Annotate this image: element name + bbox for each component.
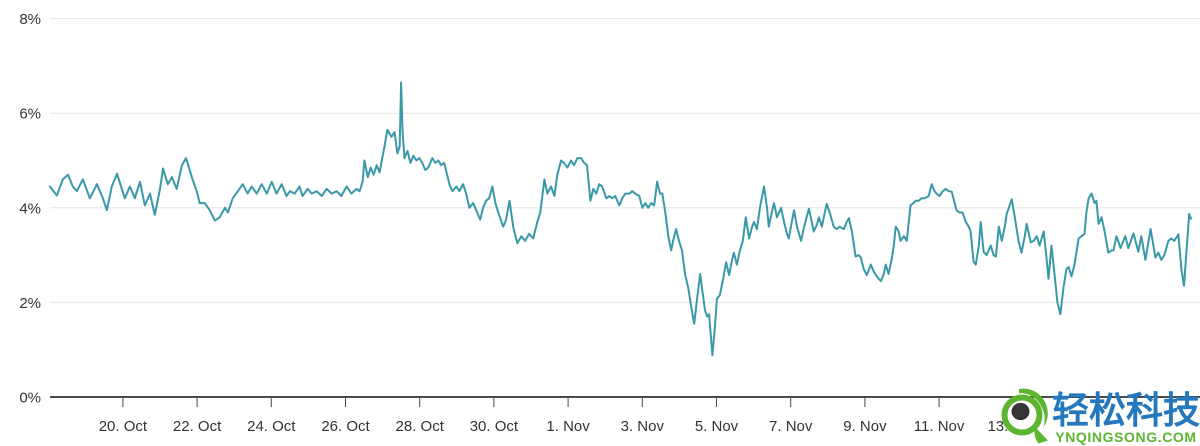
watermark-eye-logo-icon — [1001, 388, 1048, 444]
watermark: 轻松科技 YNQINGSONG.COM — [999, 388, 1200, 446]
y-axis-label: 4% — [19, 200, 41, 217]
x-axis-label: 26. Oct — [321, 418, 370, 435]
y-axis-label: 6% — [19, 106, 41, 123]
x-axis-label: 9. Nov — [843, 418, 887, 435]
y-axis-label: 2% — [19, 295, 41, 312]
series-line[interactable] — [48, 81, 1192, 357]
x-axis-label: 30. Oct — [470, 418, 519, 435]
watermark-text: 轻松科技 YNQINGSONG.COM — [1052, 389, 1200, 446]
x-axis-label: 20. Oct — [99, 418, 148, 435]
x-axis-label: 28. Oct — [396, 418, 445, 435]
x-axis-label: 1. Nov — [546, 418, 590, 435]
y-axis-label: 8% — [19, 11, 41, 28]
y-axis-label: 0% — [19, 390, 41, 407]
watermark-brand-name: 轻松科技 — [1052, 389, 1200, 431]
watermark-site-url: YNQINGSONG.COM — [1055, 429, 1197, 445]
x-axis-label: 5. Nov — [695, 418, 739, 435]
x-axis-label: 3. Nov — [621, 418, 665, 435]
x-axis-label: 11. Nov — [914, 418, 965, 435]
x-axis-label: 24. Oct — [247, 418, 296, 435]
x-axis-label: 7. Nov — [769, 418, 813, 435]
x-axis-label: 22. Oct — [173, 418, 222, 435]
